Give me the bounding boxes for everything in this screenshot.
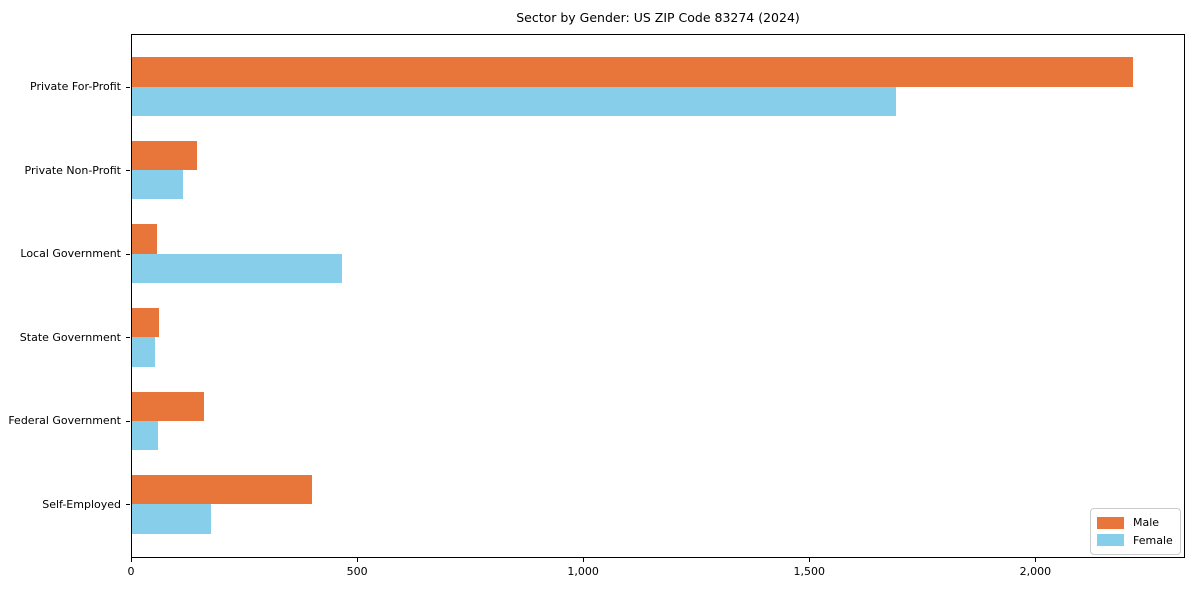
x-tick-label-500: 500 [346,565,368,578]
plot-area [131,34,1185,558]
bar-male-private-for-profit [132,57,1133,87]
bar-male-state-government [132,308,160,338]
legend-swatch-male-icon [1097,516,1124,529]
y-tick-state-government [126,337,130,339]
x-tick-0 [130,558,132,562]
legend-item-male: Male [1097,516,1174,529]
bar-female-state-government [132,337,156,367]
y-tick-federal-government [126,420,130,422]
bar-female-local-government [132,253,342,283]
chart-title: Sector by Gender: US ZIP Code 83274 (202… [516,10,800,25]
y-tick-private-non-profit [126,170,130,172]
y-tick-label-private-for-profit: Private For-Profit [30,80,121,94]
y-tick-local-government [126,253,130,255]
bar-female-federal-government [132,420,159,451]
y-tick-label-private-non-profit: Private Non-Profit [24,163,121,177]
y-tick-self-employed [126,504,130,506]
y-tick-label-local-government: Local Government [20,247,121,261]
bar-male-federal-government [132,391,205,421]
x-tick-500 [356,558,358,562]
legend-swatch-female-icon [1097,534,1124,547]
y-tick-label-state-government: State Government [19,330,121,344]
x-tick-1500 [808,558,810,562]
x-tick-label-2000: 2,000 [1019,565,1052,578]
bar-female-private-for-profit [132,86,897,116]
y-tick-label-self-employed: Self-Employed [42,497,121,511]
legend-label-female: Female [1133,533,1173,547]
bar-female-self-employed [132,504,211,534]
y-tick-label-federal-government: Federal Government [8,414,121,428]
bar-male-private-non-profit [132,140,198,171]
x-tick-label-1000: 1,000 [567,565,599,578]
bar-female-private-non-profit [132,170,183,200]
bar-male-local-government [132,224,157,254]
y-tick-private-for-profit [126,86,130,88]
x-tick-label-1500: 1,500 [793,565,825,578]
bar-male-self-employed [132,475,313,505]
legend-item-female: Female [1097,534,1174,547]
x-tick-2000 [1034,558,1036,562]
x-tick-label-0: 0 [127,565,135,578]
legend-label-male: Male [1133,516,1160,530]
x-tick-1000 [582,558,584,562]
legend: Male Female [1090,508,1181,555]
